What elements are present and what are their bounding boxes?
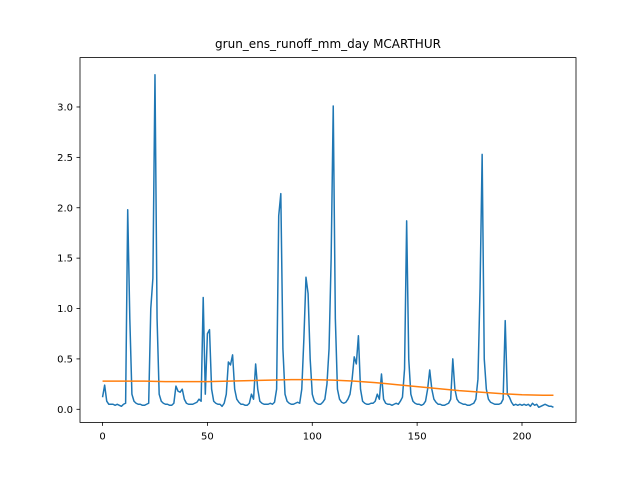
- chart-title: grun_ens_runoff_mm_day MCARTHUR: [215, 37, 441, 51]
- line-series: [102, 378, 554, 396]
- x-tick-label: 0: [99, 431, 105, 442]
- plot-frame: [79, 57, 577, 423]
- y-tick-label: 0.0: [57, 405, 73, 416]
- x-tick-label: 100: [303, 431, 322, 442]
- y-tick-label: 2.5: [57, 153, 73, 164]
- y-tick-label: 1.0: [57, 304, 73, 315]
- y-tick-label: 2.0: [57, 203, 73, 214]
- y-tick-label: 0.5: [57, 354, 73, 365]
- x-tick-label: 50: [201, 431, 214, 442]
- line-series: [101, 73, 554, 409]
- y-tick-label: 1.5: [57, 254, 73, 265]
- x-tick-label: 200: [512, 431, 531, 442]
- x-tick-label: 150: [408, 431, 427, 442]
- y-tick-label: 3.0: [57, 102, 73, 113]
